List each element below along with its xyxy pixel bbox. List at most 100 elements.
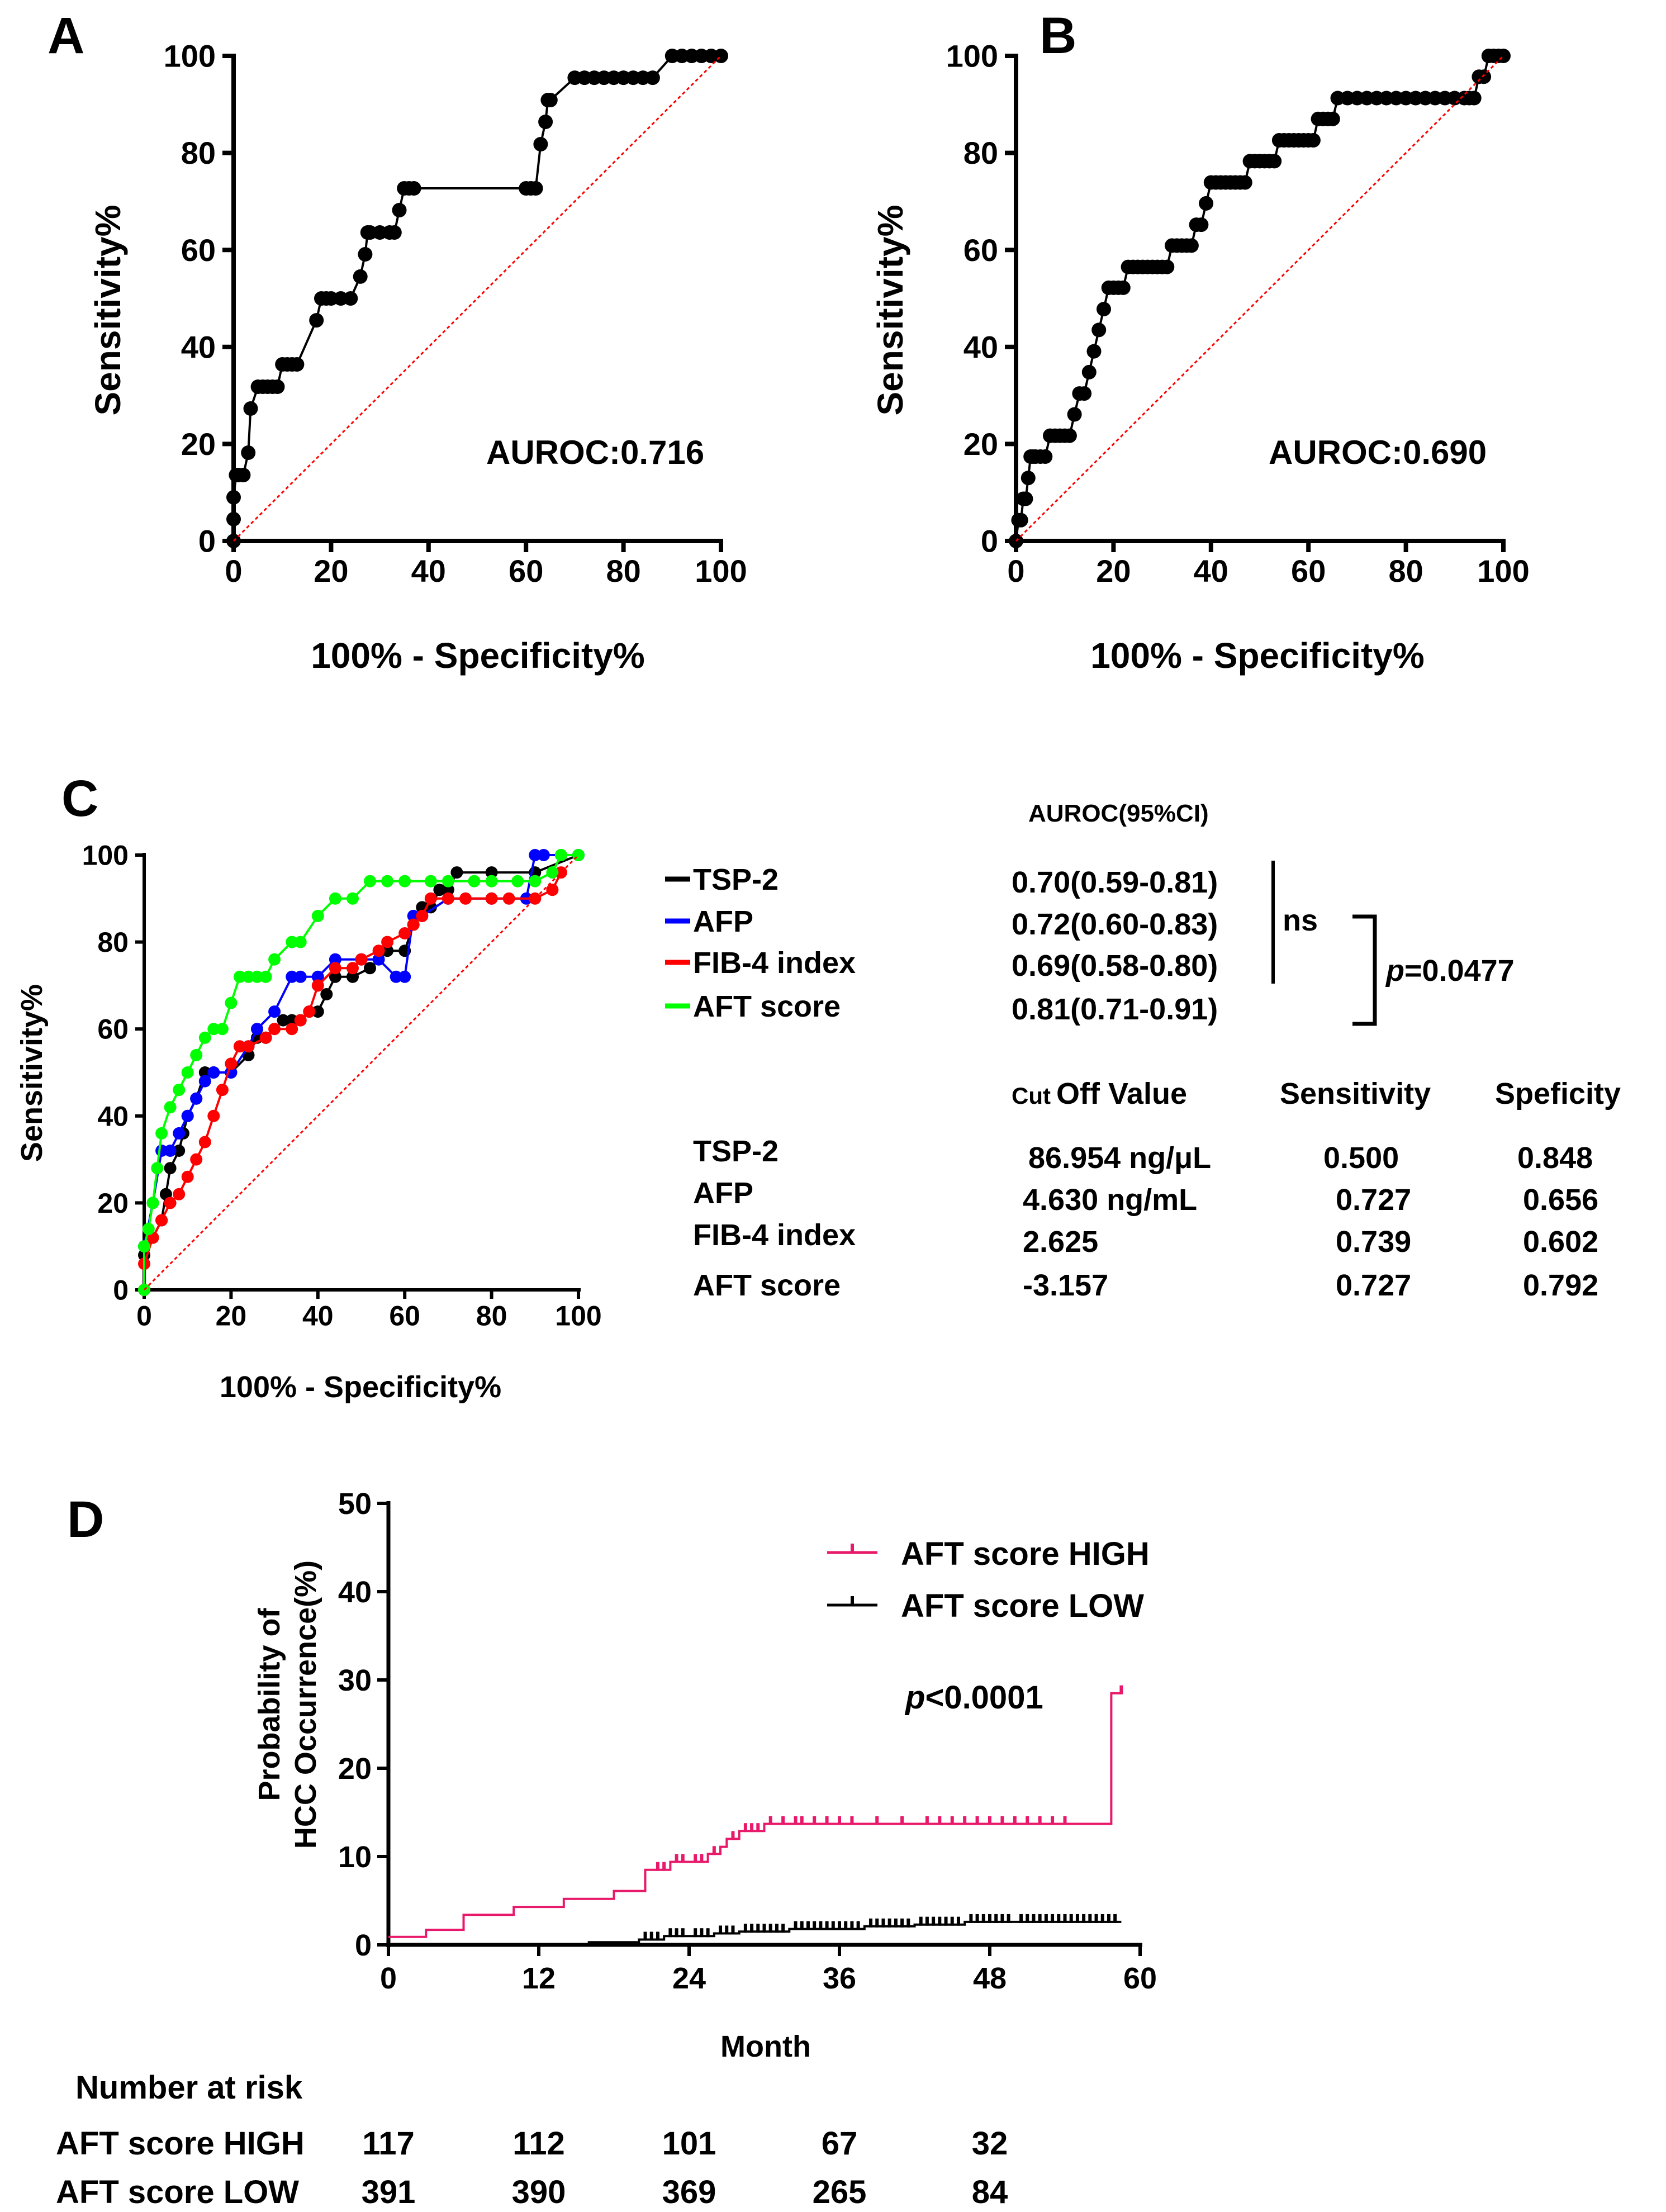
data-point — [364, 962, 376, 975]
legend-label-aft: AFT score — [693, 990, 841, 1023]
data-point — [320, 988, 333, 1000]
data-point — [347, 962, 359, 975]
data-point — [381, 936, 394, 948]
y-tick-label: 40 — [963, 329, 998, 364]
data-point — [485, 866, 498, 879]
cutoff-row-sens: 0.727 — [1336, 1269, 1411, 1302]
data-point — [329, 953, 341, 966]
data-point — [407, 918, 420, 931]
data-point — [207, 1023, 220, 1036]
data-point — [164, 1101, 177, 1114]
y-tick-label: 20 — [338, 1752, 372, 1786]
cutoff-header-cut: Cut Off Value — [1012, 1077, 1187, 1110]
data-point — [268, 1005, 281, 1018]
data-point — [343, 291, 358, 306]
data-point — [286, 1023, 298, 1036]
panel-a-xlabel: 100% - Specificity% — [311, 635, 645, 676]
data-point — [311, 979, 324, 992]
data-point — [355, 953, 368, 966]
data-point — [1067, 407, 1082, 422]
data-point — [181, 1170, 194, 1183]
data-point — [294, 970, 307, 983]
cutoff-table: Cut Off Value Sensitivity Speficity TSP-2… — [693, 1077, 1621, 1302]
data-point — [190, 1092, 203, 1105]
data-point — [1477, 69, 1492, 84]
data-point — [259, 1031, 272, 1044]
data-point — [538, 115, 553, 129]
data-point — [190, 1153, 203, 1166]
legend-label-fib4: FIB-4 index — [693, 946, 856, 980]
y-tick-label: 20 — [181, 426, 216, 462]
data-point — [1097, 302, 1111, 317]
x-tick-label: 20 — [216, 1300, 247, 1332]
data-point — [1267, 154, 1282, 169]
data-point — [207, 1109, 220, 1122]
panel-c: C 0 20 40 60 80 100 0 20 40 60 80 100 100% - Specif… — [15, 770, 1621, 1404]
risk-value: 112 — [512, 2125, 565, 2162]
cutoff-header-specificity: Speficity — [1495, 1077, 1621, 1110]
risk-row-label: AFT score HIGH — [56, 2125, 305, 2162]
x-tick-label: 80 — [1388, 553, 1423, 588]
risk-value: 32 — [972, 2125, 1008, 2162]
data-point — [311, 1005, 324, 1018]
panel-b-letter: B — [1040, 7, 1076, 64]
x-tick-label: 20 — [1096, 553, 1131, 588]
panel-d-pvalue: p<0.0001 — [904, 1679, 1043, 1716]
data-point — [468, 875, 481, 887]
data-point — [537, 849, 550, 861]
data-point — [294, 936, 307, 948]
cutoff-row-sens: 0.739 — [1336, 1225, 1411, 1259]
risk-value: 84 — [972, 2174, 1008, 2210]
data-point — [155, 1127, 168, 1140]
data-point — [236, 468, 251, 482]
data-point — [155, 1214, 168, 1227]
cutoff-row-sens: 0.500 — [1323, 1141, 1399, 1175]
panel-a-ylabel: Sensitivity% — [88, 205, 128, 415]
risk-value: 369 — [662, 2174, 716, 2210]
y-tick-label: 60 — [181, 232, 216, 268]
data-point — [138, 1240, 150, 1253]
panel-b-ylabel: Sensitivity% — [870, 205, 910, 415]
data-point — [529, 849, 542, 861]
x-tick-label: 100 — [555, 1300, 601, 1332]
y-tick-label: 60 — [963, 232, 998, 268]
data-point — [289, 357, 305, 372]
data-point — [1062, 428, 1077, 443]
data-point — [190, 1048, 203, 1061]
y-tick-label: 40 — [97, 1100, 129, 1132]
y-tick-label: 80 — [181, 135, 216, 170]
x-tick-label: 80 — [606, 553, 640, 588]
cutoff-row-name: TSP-2 — [693, 1135, 779, 1168]
data-point — [1081, 364, 1097, 379]
data-point — [241, 445, 256, 460]
x-tick-label: 0 — [380, 1962, 397, 1995]
data-point — [303, 1005, 316, 1018]
x-tick-label: 100 — [695, 553, 747, 588]
data-point — [433, 884, 446, 896]
risk-header: Number at risk — [75, 2069, 303, 2106]
legend-auroc-header: AUROC(95%CI) — [1028, 800, 1209, 827]
reference-diagonal — [232, 55, 722, 542]
risk-value: 67 — [822, 2125, 858, 2162]
risk-row-label: AFT score LOW — [56, 2174, 299, 2210]
reference-diagonal — [1015, 55, 1504, 542]
data-point — [528, 181, 543, 196]
x-tick-label: 40 — [1194, 553, 1228, 588]
legend-auroc-aft: 0.81(0.71-0.91) — [1012, 993, 1218, 1026]
data-point — [1184, 238, 1199, 253]
p-number: =0.0477 — [1404, 954, 1515, 988]
legend-d-label-high: AFT score HIGH — [901, 1536, 1150, 1572]
x-tick-label: 40 — [411, 553, 446, 588]
p-bracket — [1352, 914, 1377, 1026]
data-point — [424, 875, 437, 887]
data-point — [251, 1023, 263, 1036]
data-point — [554, 849, 567, 861]
panel-a: A 0 20 40 60 80 100 0 20 40 60 80 100 AUROC:0.716 1… — [48, 7, 747, 676]
y-tick-label: 60 — [97, 1014, 129, 1045]
y-tick-label: 0 — [355, 1929, 372, 1962]
data-point — [311, 909, 324, 922]
data-point — [1038, 449, 1053, 464]
data-point — [286, 1014, 298, 1027]
cutoff-row-value: 86.954 ng/μL — [1028, 1141, 1211, 1175]
data-point — [392, 203, 407, 217]
